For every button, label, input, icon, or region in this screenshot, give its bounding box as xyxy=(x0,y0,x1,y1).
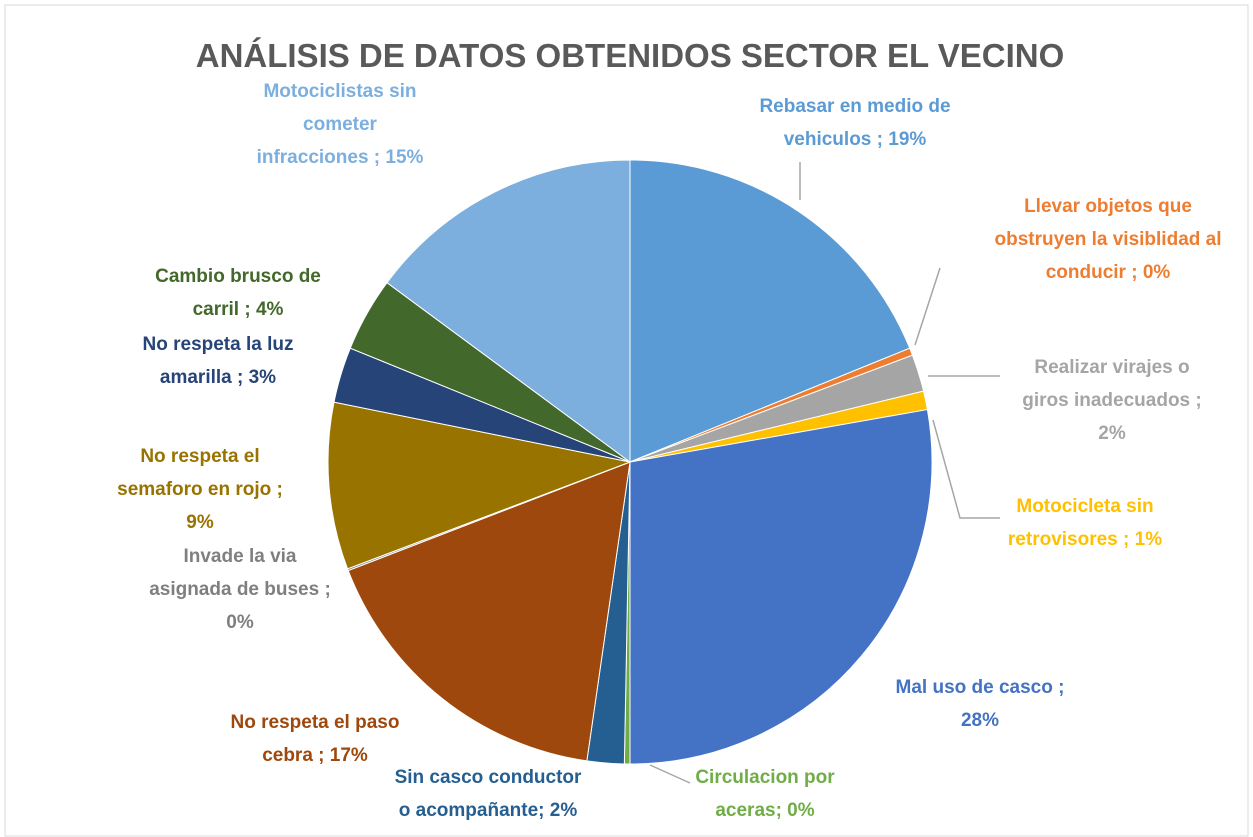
data-label-line: No respeta la luz xyxy=(143,334,294,355)
data-label: Sin casco conductor o acompañante; 2% xyxy=(395,767,582,821)
data-label-line: infracciones ; 15% xyxy=(257,147,424,168)
chart-title: ANÁLISIS DE DATOS OBTENIDOS SECTOR EL VE… xyxy=(196,37,1065,74)
data-label-line: Realizar virajes o xyxy=(1034,357,1189,378)
data-label-line: 9% xyxy=(186,512,214,533)
data-label-line: Circulacion por xyxy=(695,767,835,788)
pie-slice xyxy=(629,159,911,463)
data-label-line: Motocicleta sin xyxy=(1016,496,1153,517)
data-label: Llevar objetos que obstruyen la visiblida… xyxy=(994,196,1221,283)
data-label-line: o acompañante; 2% xyxy=(399,800,578,821)
data-label-line: Cambio brusco de xyxy=(155,266,321,287)
pie-slice xyxy=(629,408,933,765)
data-label: Invade la via asignada de buses ; 0% xyxy=(149,546,331,633)
pie-slice xyxy=(347,461,631,762)
leader-line xyxy=(914,267,941,346)
data-label-line: Motociclistas sin xyxy=(263,81,416,102)
data-label: No respeta el semaforo en rojo ; 9% xyxy=(117,446,283,533)
data-label-line: cometer xyxy=(303,114,378,135)
data-label-line: Sin casco conductor xyxy=(395,767,582,788)
pie-slice xyxy=(386,159,631,463)
data-label-line: retrovisores ; 1% xyxy=(1008,529,1162,550)
data-label-line: 2% xyxy=(1098,423,1126,444)
data-label-line: obstruyen la visiblidad al xyxy=(994,229,1221,250)
data-label-line: asignada de buses ; xyxy=(149,579,331,600)
data-label: Realizar virajes o giros inadecuados ; 2% xyxy=(1022,357,1201,444)
data-label: Cambio brusco de carril ; 4% xyxy=(155,266,321,320)
data-label-line: Rebasar en medio de xyxy=(759,96,950,117)
data-label-line: No respeta el paso xyxy=(231,712,400,733)
data-label: No respeta la luz amarilla ; 3% xyxy=(143,334,294,388)
data-label-line: carril ; 4% xyxy=(193,299,284,320)
data-label-line: No respeta el xyxy=(140,446,259,467)
data-label-line: Invade la via xyxy=(183,546,296,567)
data-label-line: semaforo en rojo ; xyxy=(117,479,283,500)
data-label-line: giros inadecuados ; xyxy=(1022,390,1201,411)
data-label: Motocicleta sin retrovisores ; 1% xyxy=(1008,496,1162,550)
pie-slice xyxy=(327,401,632,570)
data-label-line: vehiculos ; 19% xyxy=(784,129,927,150)
data-label-line: cebra ; 17% xyxy=(262,745,368,766)
data-label-line: amarilla ; 3% xyxy=(160,367,276,388)
data-label: No respeta el paso cebra ; 17% xyxy=(231,712,400,766)
data-label: Rebasar en medio de vehiculos ; 19% xyxy=(759,96,950,150)
data-label: Circulacion por aceras; 0% xyxy=(695,767,835,821)
leader-line xyxy=(649,764,691,784)
data-label: Motociclistas sin cometer infracciones ; 1… xyxy=(257,81,424,168)
data-label-line: Llevar objetos que xyxy=(1024,196,1192,217)
data-label: Mal uso de casco ; 28% xyxy=(896,677,1065,731)
data-label-line: aceras; 0% xyxy=(715,800,814,821)
data-label-line: conducir ; 0% xyxy=(1046,262,1171,283)
data-label-line: 28% xyxy=(961,710,999,731)
data-label-line: 0% xyxy=(226,612,254,633)
data-label-line: Mal uso de casco ; xyxy=(896,677,1065,698)
leader-line xyxy=(932,419,1000,519)
